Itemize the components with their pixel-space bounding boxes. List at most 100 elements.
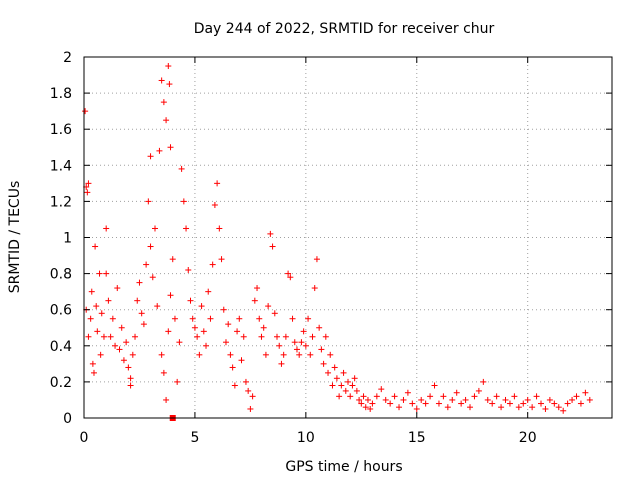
data-point [145, 198, 152, 205]
data-point [471, 393, 478, 400]
data-point [305, 315, 312, 322]
data-point [218, 256, 225, 263]
data-point [367, 405, 374, 412]
data-point [92, 243, 99, 250]
data-point [96, 270, 103, 277]
data-point [351, 375, 358, 382]
data-point [493, 393, 500, 400]
data-point [196, 351, 203, 358]
x-tick-label: 20 [519, 430, 537, 446]
data-point [89, 360, 96, 367]
data-point [236, 315, 243, 322]
data-point [267, 230, 274, 237]
data-point [467, 404, 474, 411]
data-point [200, 328, 207, 335]
data-point [140, 321, 147, 328]
data-point [231, 382, 238, 389]
data-point [160, 99, 167, 106]
data-point [285, 270, 292, 277]
data-point [191, 324, 198, 331]
y-tick-label: 1.6 [50, 122, 72, 138]
data-point [360, 393, 367, 400]
data-point [353, 387, 360, 394]
data-point [169, 256, 176, 263]
data-point [269, 243, 276, 250]
data-point [240, 333, 247, 340]
data-point [85, 333, 92, 340]
data-point [453, 389, 460, 396]
data-point [529, 404, 536, 411]
data-point [194, 333, 201, 340]
data-point [320, 360, 327, 367]
data-point [502, 396, 509, 403]
data-point [222, 339, 229, 346]
data-point [251, 297, 258, 304]
data-point [109, 315, 116, 322]
data-point [176, 339, 183, 346]
data-point [87, 315, 94, 322]
data-point [582, 389, 589, 396]
data-point [180, 198, 187, 205]
data-point [205, 288, 212, 295]
data-point [318, 346, 325, 353]
data-point [546, 396, 553, 403]
data-point [444, 404, 451, 411]
data-point [313, 256, 320, 263]
data-point [151, 225, 158, 232]
data-point [127, 375, 134, 382]
data-point [564, 400, 571, 407]
data-point [166, 81, 173, 88]
data-point [396, 404, 403, 411]
data-point [154, 303, 161, 310]
data-points [82, 63, 593, 421]
data-point [100, 333, 107, 340]
x-tick-label: 0 [80, 430, 89, 446]
data-point [156, 147, 163, 154]
data-point [132, 333, 139, 340]
data-point [85, 180, 92, 187]
data-point [82, 108, 89, 115]
data-point [287, 274, 294, 281]
data-point [163, 117, 170, 124]
data-point [171, 315, 178, 322]
data-point [296, 351, 303, 358]
data-point [214, 180, 221, 187]
y-tick-label: 0 [63, 411, 72, 427]
data-point [225, 321, 232, 328]
data-point [262, 351, 269, 358]
data-point [475, 387, 482, 394]
data-point [435, 400, 442, 407]
y-tick-label: 0.6 [50, 303, 72, 319]
x-tick-label: 15 [408, 430, 426, 446]
data-point [183, 225, 190, 232]
data-point [120, 357, 127, 364]
data-point [440, 393, 447, 400]
data-point [149, 274, 156, 281]
data-point [167, 292, 174, 299]
data-point [158, 351, 165, 358]
data-point [577, 400, 584, 407]
data-point [258, 333, 265, 340]
y-tick-label: 1.4 [50, 158, 72, 174]
data-point [198, 303, 205, 310]
data-point [165, 328, 172, 335]
data-point [158, 77, 165, 84]
data-point [138, 310, 145, 317]
data-point [327, 351, 334, 358]
data-point [300, 328, 307, 335]
y-tick-label: 2 [63, 50, 72, 66]
data-point [185, 266, 192, 273]
data-point [127, 382, 134, 389]
data-point [136, 279, 143, 286]
data-point [347, 393, 354, 400]
data-point [555, 404, 562, 411]
data-point [90, 369, 97, 376]
data-point [338, 382, 345, 389]
x-tick-label: 10 [297, 430, 315, 446]
data-point [382, 396, 389, 403]
data-point [254, 285, 261, 292]
data-point [387, 400, 394, 407]
data-point [280, 351, 287, 358]
data-point [260, 324, 267, 331]
